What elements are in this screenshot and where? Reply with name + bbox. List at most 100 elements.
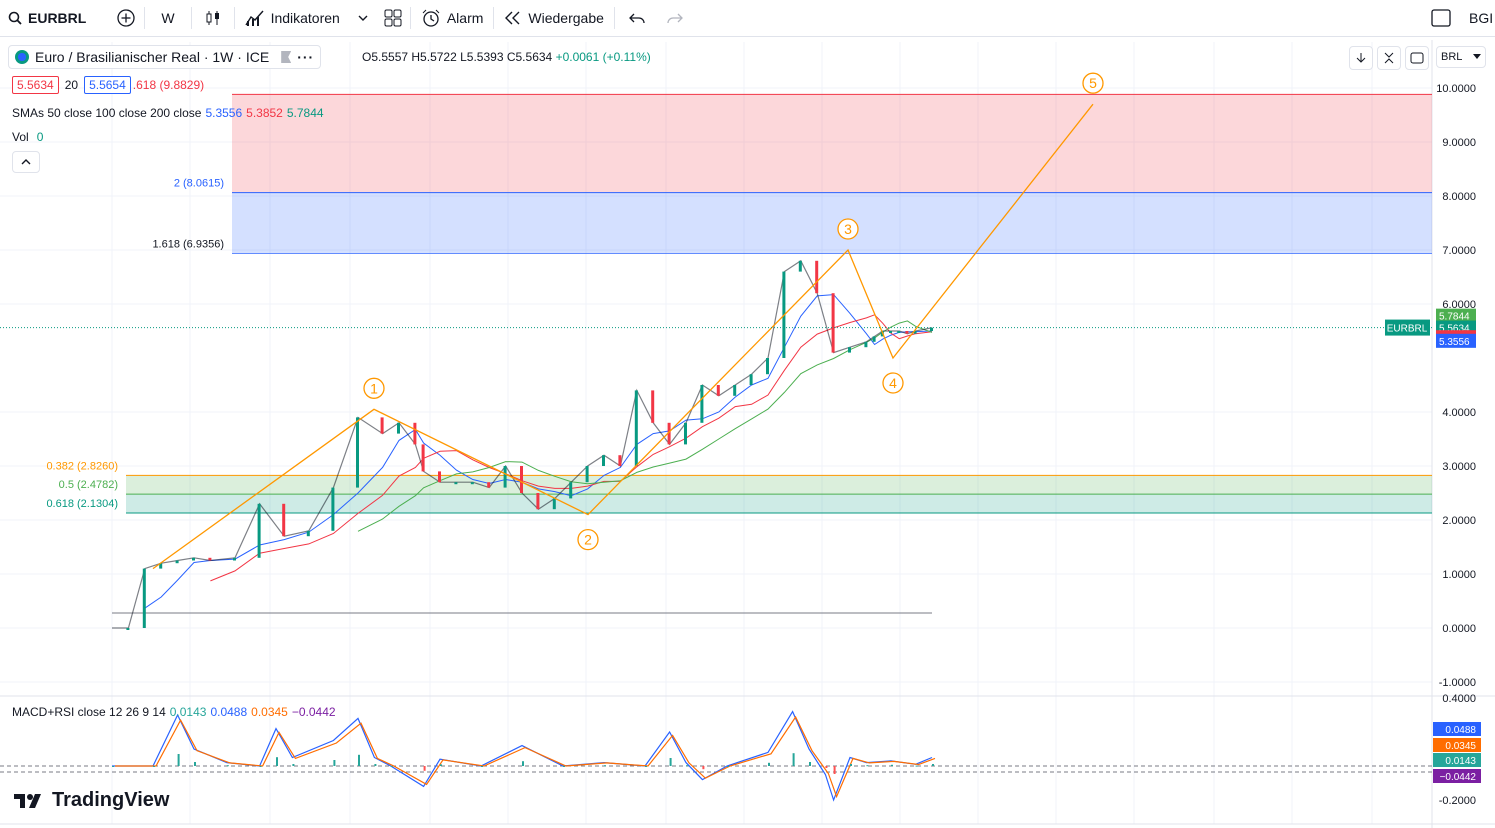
candle xyxy=(257,503,261,558)
compare-button[interactable] xyxy=(94,0,144,36)
currency-label: BRL xyxy=(1441,51,1463,63)
price-tick-label: 7.0000 xyxy=(1442,245,1476,257)
fib-zones: 2 (8.0615) 1.618 (6.9356) 0.382 (2.8260) 0.… xyxy=(46,93,1432,614)
sma-line-sma-100 xyxy=(210,314,933,582)
plus-circle-icon xyxy=(116,8,136,28)
wave-label: 5 xyxy=(1089,75,1097,91)
account-button[interactable]: BGI xyxy=(1465,0,1495,36)
candle xyxy=(618,455,622,466)
histogram-bar xyxy=(112,766,114,767)
signal-line xyxy=(115,715,936,799)
indicators-dropdown[interactable] xyxy=(350,0,376,36)
histogram-bar xyxy=(153,766,155,767)
candle xyxy=(667,422,671,445)
histogram-bar xyxy=(825,766,828,768)
layout-button[interactable] xyxy=(376,0,410,36)
redo-button[interactable] xyxy=(659,0,691,36)
macd-label: 0.0488 xyxy=(1445,725,1476,736)
indicators-label: Indikatoren xyxy=(270,10,340,26)
currency-select[interactable]: BRL xyxy=(1436,46,1486,68)
candle xyxy=(585,466,589,483)
wave-marker xyxy=(882,372,904,394)
sma200-value: 5.7844 xyxy=(286,106,324,120)
candle xyxy=(700,385,704,423)
ohlc-values: O5.5557 H5.5722 L5.5393 C5.5634 +0.0061 … xyxy=(362,50,651,64)
candle xyxy=(831,293,835,353)
top-toolbar: EURBRL W Indikatoren Alarm xyxy=(0,0,1495,37)
chevron-down-icon xyxy=(358,14,368,22)
open-value: O5.5557 xyxy=(362,50,409,64)
macd-value-4: −0.0442 xyxy=(291,705,336,719)
divider xyxy=(409,7,411,29)
macd-tick-label: 0.4000 xyxy=(1442,693,1476,705)
macd-label: 0.0143 xyxy=(1445,756,1476,767)
wave-label: 4 xyxy=(889,375,897,391)
macd-label-bg xyxy=(1433,753,1481,767)
caret-down-icon xyxy=(1473,54,1481,59)
sma-legend[interactable]: SMAs 50 close 100 close 200 close 5.3556… xyxy=(12,106,324,120)
macd-line xyxy=(112,710,933,802)
macd-label: −0.0442 xyxy=(1440,772,1477,783)
candle xyxy=(749,374,753,385)
candle xyxy=(438,471,441,483)
candle xyxy=(233,557,236,561)
histogram-bar xyxy=(333,760,336,766)
candle xyxy=(470,482,474,485)
chevron-up-icon xyxy=(21,159,31,165)
histogram-bar xyxy=(604,765,606,767)
histogram-bar xyxy=(833,766,836,774)
price-axis: 10.0000 9.0000 8.0000 7.0000 6.0000 4.0000 3.0… xyxy=(1436,83,1476,689)
candle xyxy=(421,444,425,472)
fib-level-label: 0.382 (2.8260) xyxy=(46,460,118,472)
interval-button[interactable]: W xyxy=(145,0,190,36)
candle xyxy=(487,482,491,488)
candle xyxy=(536,493,540,510)
candle xyxy=(552,498,556,510)
macd-label: MACD+RSI close 12 26 9 14 xyxy=(12,705,166,719)
histogram-bar xyxy=(686,765,688,767)
candles-icon xyxy=(204,9,222,27)
macd-tick-label: -0.2000 xyxy=(1439,795,1476,807)
candle xyxy=(905,331,909,334)
flag-icon xyxy=(15,50,29,64)
change-value: +0.0061 (+0.11%) xyxy=(555,50,651,64)
vol-label: Vol xyxy=(12,130,29,144)
tradingview-mark-icon xyxy=(14,793,41,808)
more-icon[interactable]: ··· xyxy=(297,49,315,65)
histogram-bar xyxy=(292,764,295,766)
scroll-down-button[interactable] xyxy=(1349,46,1373,70)
replay-button[interactable]: Wiedergabe xyxy=(494,0,614,36)
alert-button[interactable]: Alarm xyxy=(411,0,494,36)
divider xyxy=(233,7,235,29)
symbol-legend[interactable]: Euro / Brasilianischer Real · 1W · ICE ·… xyxy=(8,45,322,69)
symbol-search[interactable]: EURBRL xyxy=(0,0,94,36)
price-label-bg xyxy=(1436,308,1476,323)
screenshot-button[interactable] xyxy=(1405,46,1429,70)
indicators-button[interactable]: Indikatoren xyxy=(235,0,350,36)
candle xyxy=(716,385,720,396)
candle xyxy=(766,358,769,375)
price-tick-label: 4.0000 xyxy=(1442,407,1476,419)
histogram-bar xyxy=(915,765,918,767)
buy-button[interactable]: 5.5654 xyxy=(84,76,131,94)
candle xyxy=(331,487,335,531)
histogram-bar xyxy=(768,762,770,766)
candle xyxy=(503,466,507,488)
fib-zone-green xyxy=(126,475,1432,495)
chart-type-button[interactable] xyxy=(192,0,234,36)
histogram-bar xyxy=(809,762,811,766)
price-tick-label: 9.0000 xyxy=(1442,137,1476,149)
price-tick-label: 10.0000 xyxy=(1436,83,1476,95)
window-icon xyxy=(1410,52,1424,64)
vol-legend[interactable]: Vol 0 xyxy=(12,130,43,144)
fullscreen-checkbox[interactable] xyxy=(1417,0,1465,36)
undo-button[interactable] xyxy=(615,0,659,36)
maximize-button[interactable] xyxy=(1377,46,1401,70)
candle xyxy=(684,422,687,445)
divider xyxy=(144,7,146,29)
sell-button[interactable]: 5.5634 xyxy=(12,76,59,94)
macd-legend[interactable]: MACD+RSI close 12 26 9 14 0.0143 0.0488 … xyxy=(12,705,336,719)
wave-marker xyxy=(577,528,599,551)
collapse-legend-button[interactable] xyxy=(12,151,40,173)
